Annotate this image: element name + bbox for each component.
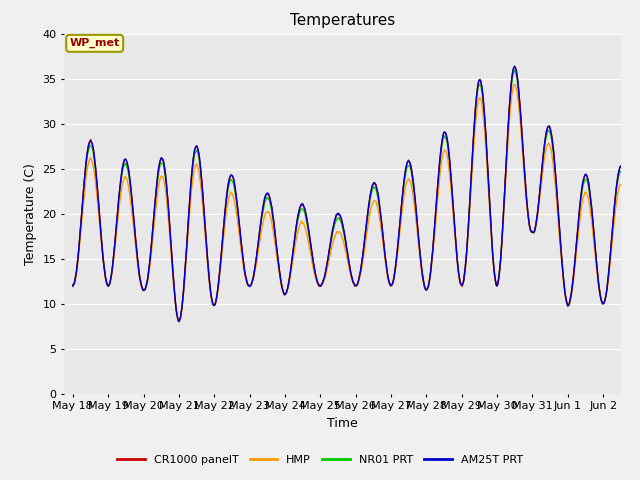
Y-axis label: Temperature (C): Temperature (C) — [24, 163, 36, 264]
Text: WP_met: WP_met — [70, 38, 120, 48]
Legend: CR1000 panelT, HMP, NR01 PRT, AM25T PRT: CR1000 panelT, HMP, NR01 PRT, AM25T PRT — [113, 451, 527, 469]
X-axis label: Time: Time — [327, 417, 358, 430]
Title: Temperatures: Temperatures — [290, 13, 395, 28]
